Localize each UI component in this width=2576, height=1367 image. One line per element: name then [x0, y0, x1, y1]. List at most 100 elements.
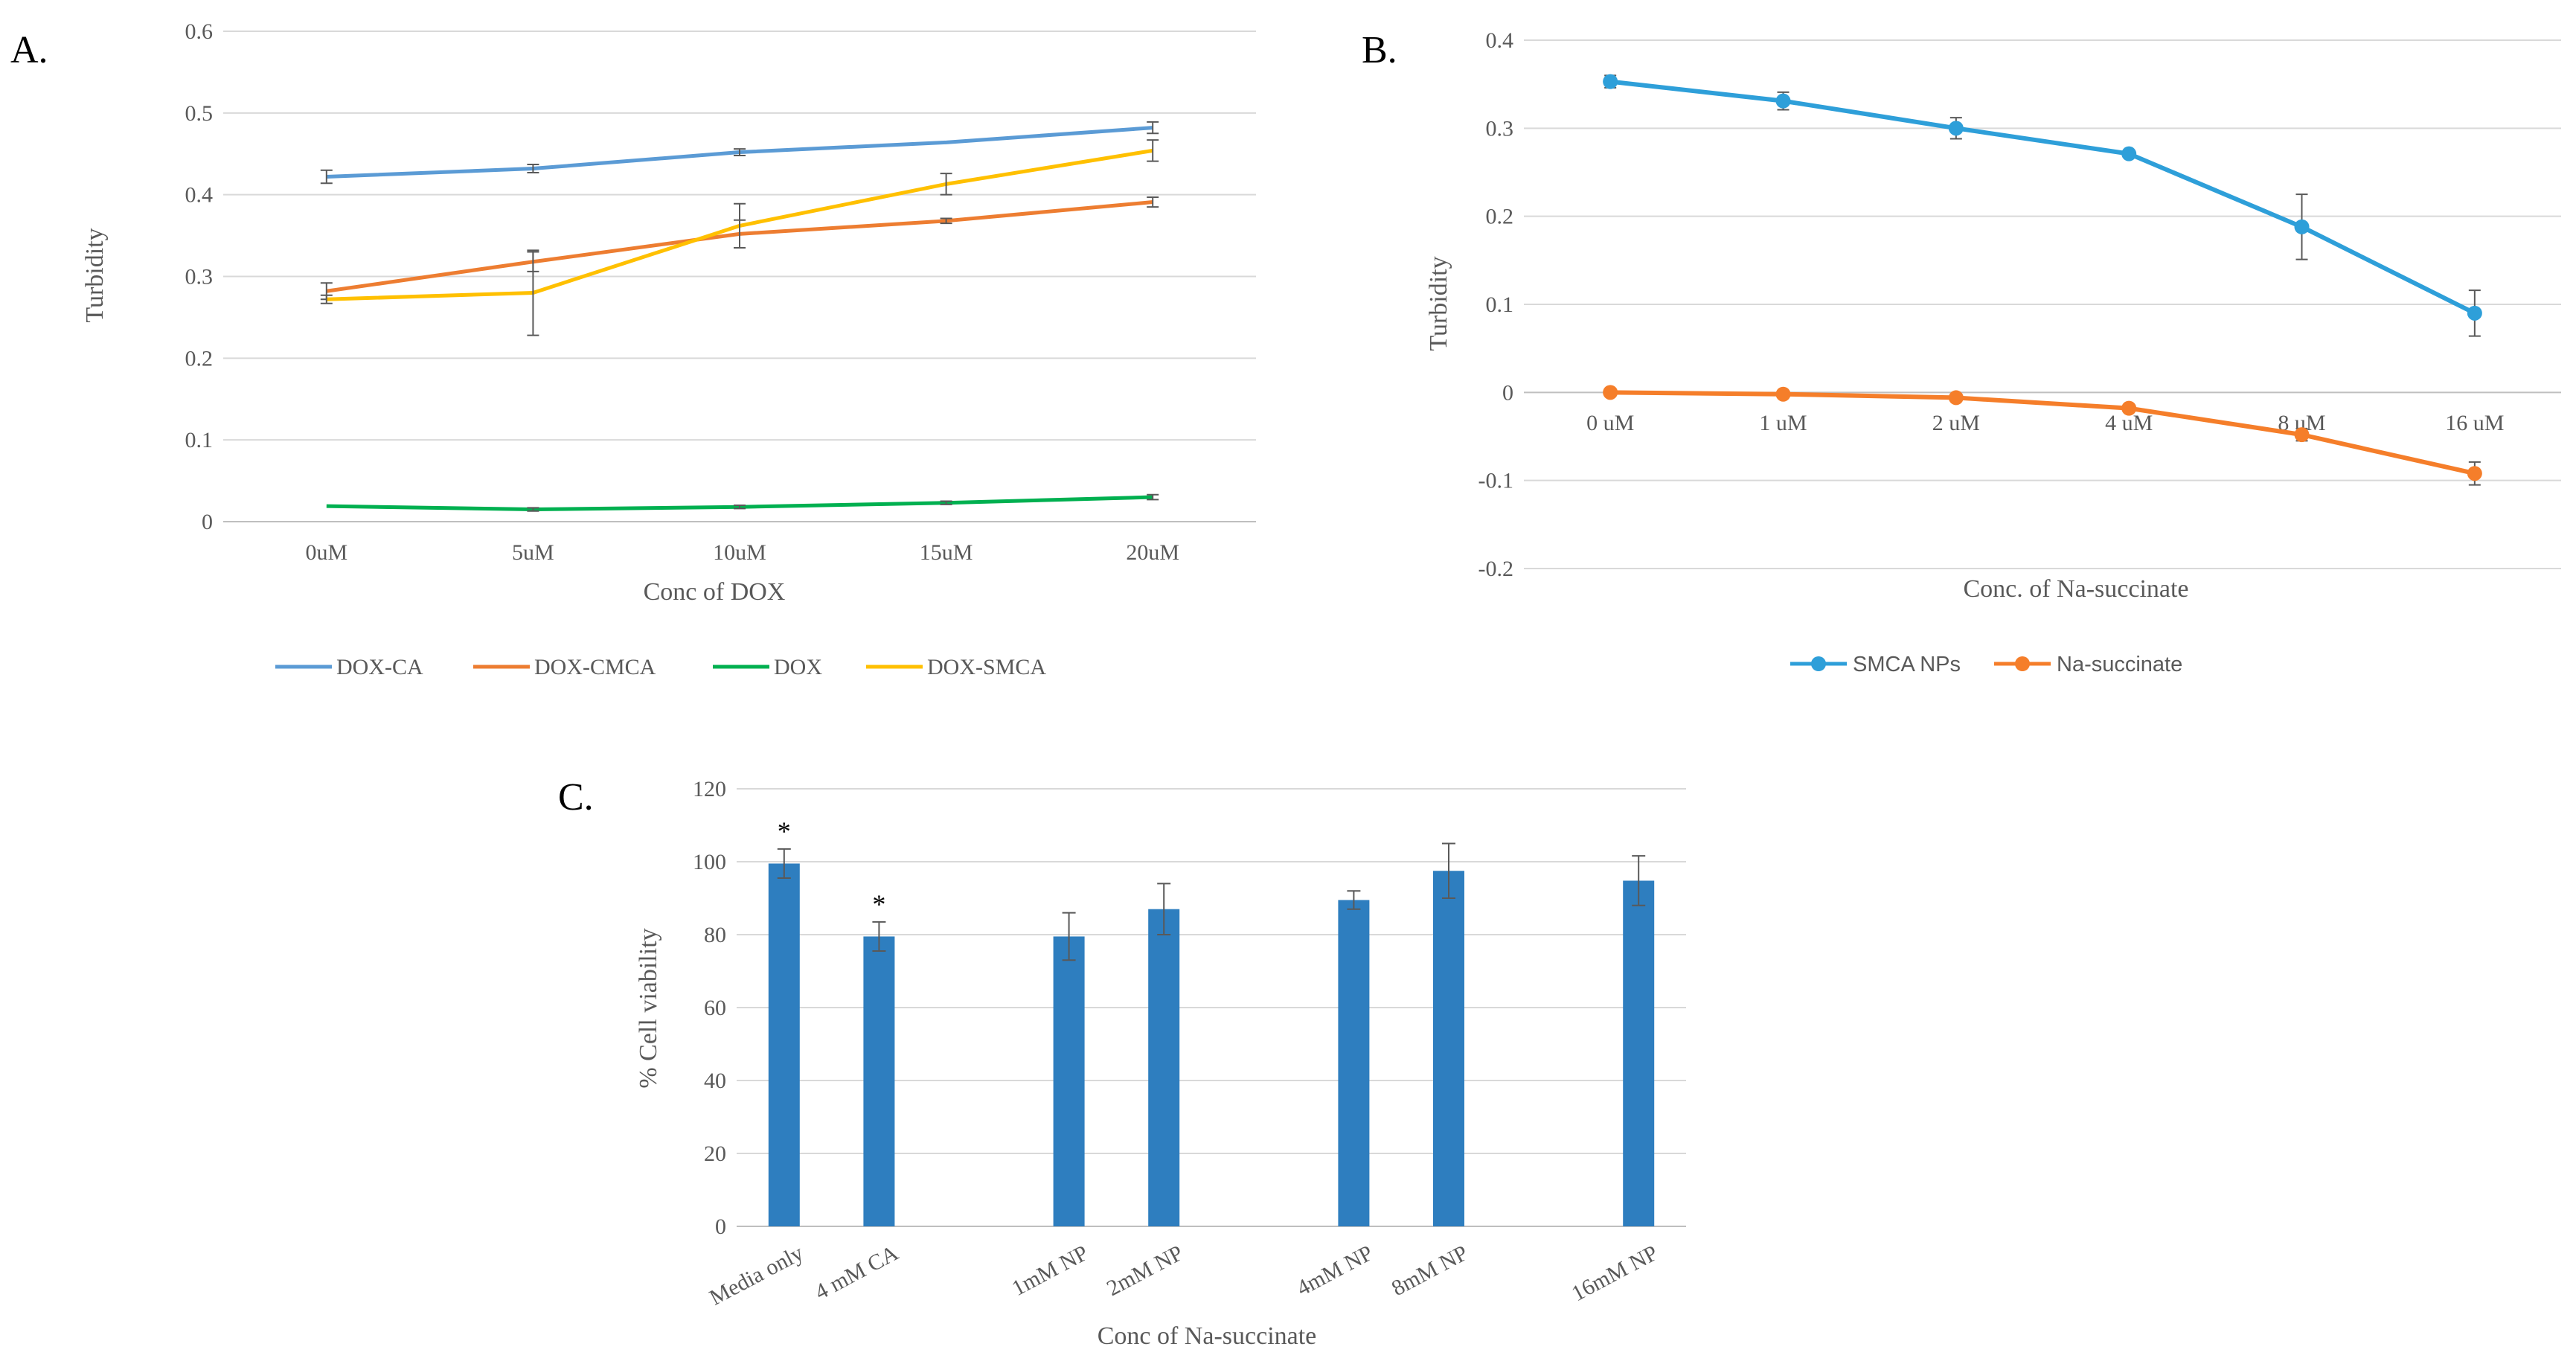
b-y-tick-label: 0.3: [1486, 116, 1514, 141]
b-x-tick-label: 1 uM: [1759, 411, 1807, 435]
error-bar-dox-smca: [734, 202, 746, 249]
data-point-smca-nps: [2121, 146, 2137, 161]
data-point-na-succinate: [1775, 386, 1791, 402]
c-y-tick-label: 0: [715, 1214, 726, 1239]
panel-a: A. 0 0.1 0.2 0.3 0.4 0.5 0.6 0uM 5uM 10uM 15uM 20u…: [10, 19, 1256, 679]
c-x-tick-label: 8mM NP: [1388, 1240, 1472, 1301]
a-x-tick-label: 10uM: [713, 540, 766, 565]
panel-c-letter: C.: [558, 776, 594, 819]
panel-a-y-axis-title: Turbidity: [81, 228, 109, 322]
a-y-tick-label: 0.3: [185, 265, 214, 289]
panel-b-letter: B.: [1362, 29, 1397, 71]
panel-a-legend: DOX-CA DOX-CMCA DOX DOX-SMCA: [275, 655, 1046, 679]
b-y-tick-label: 0: [1502, 380, 1513, 405]
data-point-na-succinate: [2294, 427, 2310, 443]
error-bar-dox-ca: [1147, 121, 1159, 135]
legend-marker-smca-nps: [1811, 656, 1826, 671]
legend-marker-na-succinate: [2015, 656, 2030, 671]
c-y-tick-label: 60: [704, 996, 726, 1020]
error-bar-media-only: [777, 848, 791, 880]
b-x-tick-label: 2 uM: [1932, 411, 1980, 435]
error-bar-8mm-np: [1442, 842, 1455, 899]
error-bar-dox-cmca: [1147, 196, 1159, 208]
panel-c-y-axis-title: % Cell viability: [635, 928, 662, 1088]
bar-4-mm-ca: [863, 936, 895, 1226]
bar-1mm-np: [1053, 936, 1085, 1226]
a-x-tick-label: 15uM: [920, 540, 973, 565]
b-y-tick-label: -0.1: [1478, 469, 1514, 493]
significance-marker: *: [872, 889, 885, 919]
error-bar-dox: [940, 500, 952, 505]
panel-b-x-axis-title: Conc. of Na-succinate: [1963, 575, 2188, 603]
data-point-smca-nps: [2467, 305, 2482, 321]
b-y-tick-label: 0.2: [1486, 205, 1514, 229]
error-bar-dox-smca: [320, 294, 333, 304]
panel-b-y-axis-title: Turbidity: [1425, 256, 1452, 350]
c-x-tick-label: 16mM NP: [1568, 1240, 1662, 1306]
b-y-tick-label: -0.2: [1478, 557, 1514, 581]
error-bar-dox-ca: [734, 148, 746, 156]
error-bar-dox-smca: [1147, 139, 1159, 162]
a-y-tick-label: 0.6: [185, 19, 214, 44]
series-smca-nps: [1603, 74, 2482, 337]
error-bar-1mm-np: [1062, 912, 1076, 961]
error-bar-dox-smca: [940, 173, 952, 196]
c-y-tick-label: 120: [693, 777, 726, 801]
bar-2mm-np: [1148, 909, 1180, 1226]
error-bar-dox: [734, 505, 746, 510]
bar-16mm-np: [1623, 880, 1655, 1226]
legend-label-dox-ca: DOX-CA: [336, 655, 423, 679]
error-bar-2mm-np: [1157, 883, 1171, 935]
c-x-tick-label: Media only: [705, 1240, 807, 1310]
error-bar-4mm-np: [1347, 890, 1361, 910]
data-point-na-succinate: [2467, 466, 2482, 481]
legend-label-dox: DOX: [774, 655, 822, 679]
b-y-tick-label: 0.4: [1486, 28, 1514, 53]
error-bar-dox: [527, 507, 539, 512]
c-x-tick-label: 1mM NP: [1008, 1240, 1092, 1301]
a-y-tick-label: 0.2: [185, 346, 214, 371]
panel-a-x-axis-title: Conc of DOX: [644, 578, 786, 606]
c-x-tick-label: 2mM NP: [1103, 1240, 1187, 1301]
series-dox-ca: [320, 121, 1159, 185]
error-bar-4-mm-ca: [872, 921, 886, 953]
a-y-tick-label: 0.1: [185, 428, 214, 452]
data-point-na-succinate: [2121, 400, 2137, 416]
series-line-smca-nps: [1609, 79, 2476, 316]
data-point-na-succinate: [1603, 385, 1618, 400]
series-line-na-succinate: [1610, 390, 2476, 476]
a-x-tick-label: 20uM: [1126, 540, 1179, 565]
error-bar-dox: [1147, 493, 1159, 501]
legend-label-dox-smca: DOX-SMCA: [927, 655, 1046, 679]
series-dox: [326, 493, 1159, 512]
error-bar-dox-ca: [320, 169, 333, 185]
bar-8mm-np: [1433, 871, 1464, 1226]
legend-label-dox-cmca: DOX-CMCA: [534, 655, 656, 679]
b-x-tick-label: 0 uM: [1586, 411, 1634, 435]
a-y-tick-label: 0: [202, 510, 213, 534]
error-bar-dox-smca: [527, 249, 539, 336]
c-x-tick-label: 4 mM CA: [811, 1240, 903, 1304]
panel-c: C. 0 20 40 60 80 100 120 * * Media only 4 mM CA 1…: [558, 776, 1686, 1350]
a-x-tick-label: 5uM: [512, 540, 554, 565]
significance-marker: *: [778, 816, 791, 846]
legend-label-na-succinate: Na-succinate: [2057, 653, 2182, 676]
a-y-tick-label: 0.5: [185, 101, 214, 126]
a-y-tick-label: 0.4: [185, 183, 214, 208]
b-x-tick-label: 16 uM: [2445, 411, 2504, 435]
series-na-succinate: [1603, 385, 2482, 486]
data-point-smca-nps: [2294, 219, 2310, 234]
data-point-smca-nps: [1603, 74, 1618, 89]
data-point-smca-nps: [1948, 121, 1964, 136]
c-y-tick-label: 40: [704, 1069, 726, 1093]
a-x-tick-label: 0uM: [305, 540, 347, 565]
panel-b: B. -0.2-0.100.10.20.30.4 0 uM 1 uM 2 uM 4 u…: [1362, 28, 2561, 676]
bar-4mm-np: [1338, 900, 1370, 1226]
data-point-smca-nps: [1775, 93, 1791, 109]
legend-label-smca-nps: SMCA NPs: [1853, 653, 1961, 676]
error-bar-dox-ca: [527, 164, 539, 174]
error-bar-dox-cmca: [940, 217, 952, 225]
series-dox-smca: [320, 139, 1159, 336]
c-y-tick-label: 80: [704, 923, 726, 947]
